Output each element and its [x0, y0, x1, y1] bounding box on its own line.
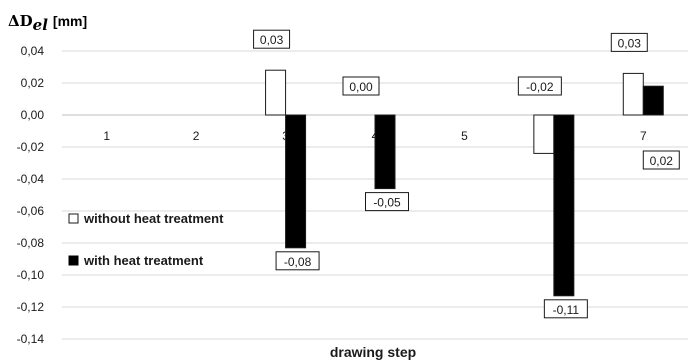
data-label-box	[610, 32, 648, 52]
legend-swatch-without-heat-treatment	[68, 213, 79, 224]
y-axis-title: ΔDel [mm]	[8, 12, 87, 34]
bar-without-heat-treatment	[622, 72, 644, 116]
y-axis-title-unit: [mm]	[53, 13, 87, 29]
data-label: -0,08	[284, 255, 312, 269]
bar-with-heat-treatment	[285, 114, 307, 249]
data-label: 0,02	[650, 154, 674, 168]
data-label-box	[517, 76, 562, 96]
data-label-box	[253, 29, 291, 49]
y-tick-label: -0,12	[17, 300, 45, 314]
y-axis-title-subscript: el	[33, 16, 49, 34]
bar-with-heat-treatment	[374, 114, 396, 190]
data-label: -0,02	[526, 80, 554, 94]
bar-with-heat-treatment	[553, 114, 575, 297]
y-tick-label: -0,08	[17, 236, 45, 250]
y-tick-label: 0,02	[21, 76, 45, 90]
data-label: 0,00	[349, 80, 373, 94]
bar-with-heat-treatment	[642, 85, 664, 116]
y-axis-ticks: 0,04 0,02 0,00 -0,02 -0,04 -0,06 -0,08 -0,10 -0,…	[17, 44, 45, 346]
y-axis-title-main: ΔD	[8, 12, 33, 30]
y-tick-label: -0,04	[17, 172, 45, 186]
data-label: 0,03	[618, 36, 642, 50]
y-tick-label: -0,14	[17, 332, 45, 346]
data-label-box	[275, 251, 320, 271]
data-label-box	[365, 192, 409, 212]
data-label-box	[642, 150, 680, 170]
legend: without heat treatment with heat treatme…	[68, 211, 224, 268]
y-tick-label: 0,00	[21, 108, 45, 122]
x-axis-title: drawing step	[330, 344, 416, 360]
data-labels: 0,03 -0,08 0,00 -0,05 -0,02 -0,11 0,03 0,02	[253, 29, 680, 319]
data-label: -0,05	[373, 196, 401, 210]
category-label: 2	[193, 129, 200, 143]
category-label: 5	[461, 129, 468, 143]
bars	[265, 69, 664, 297]
category-label: 1	[103, 129, 110, 143]
data-label: 0,03	[260, 33, 284, 47]
data-label-box	[543, 299, 588, 319]
bar-without-heat-treatment	[533, 114, 555, 154]
y-tick-label: 0,04	[21, 44, 45, 58]
category-label: 7	[640, 129, 647, 143]
legend-swatch-with-heat-treatment	[68, 255, 79, 266]
y-tick-label: -0,02	[17, 140, 45, 154]
legend-label-without-heat-treatment: without heat treatment	[83, 211, 224, 226]
data-label-box	[342, 76, 380, 96]
y-tick-label: -0,10	[17, 268, 45, 282]
bar-without-heat-treatment	[265, 69, 287, 116]
legend-label-with-heat-treatment: with heat treatment	[83, 253, 204, 268]
data-label: -0,11	[553, 303, 580, 317]
y-tick-label: -0,06	[17, 204, 45, 218]
